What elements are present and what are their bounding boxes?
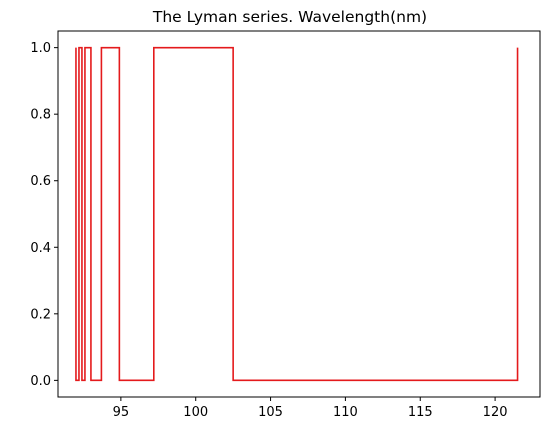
x-tick-label: 115 xyxy=(408,405,433,420)
x-tick-label: 100 xyxy=(183,405,208,420)
y-tick-label: 1.0 xyxy=(30,41,51,56)
x-tick-label: 110 xyxy=(333,405,358,420)
plot-area xyxy=(58,31,540,397)
y-tick-label: 0.4 xyxy=(30,241,51,256)
chart-title: The Lyman series. Wavelength(nm) xyxy=(152,8,427,26)
y-tick-label: 0.6 xyxy=(30,174,51,189)
x-tick-label: 105 xyxy=(258,405,283,420)
x-tick-label: 95 xyxy=(113,405,130,420)
y-tick-label: 0.2 xyxy=(30,307,51,322)
x-tick-label: 120 xyxy=(483,405,508,420)
y-tick-label: 0.0 xyxy=(30,374,51,389)
y-tick-label: 0.8 xyxy=(30,108,51,123)
